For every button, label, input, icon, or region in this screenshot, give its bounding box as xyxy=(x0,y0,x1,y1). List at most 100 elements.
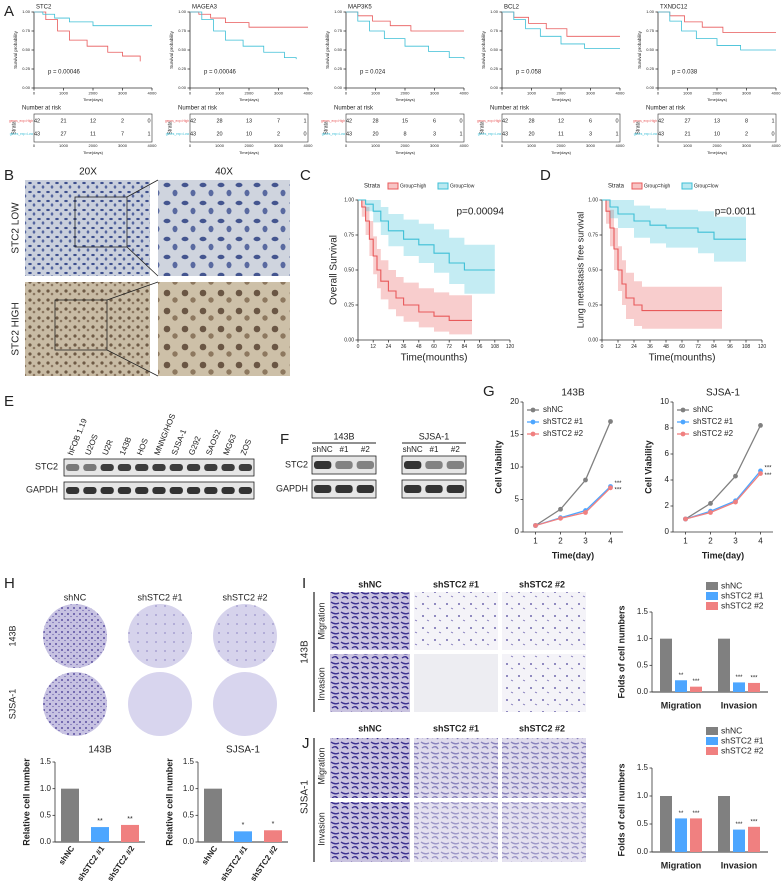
survival-curve xyxy=(658,11,776,51)
y-tick-label: 0.75 xyxy=(344,232,354,238)
risk-number: 2 xyxy=(121,118,124,124)
risk-table xyxy=(501,113,621,143)
x-tick-label: 36 xyxy=(401,344,407,350)
strata-row-label: genes_exp=High xyxy=(633,119,657,123)
panel-letter: H xyxy=(4,575,15,592)
risk-table xyxy=(657,113,777,143)
bar xyxy=(660,796,672,852)
x-tick-label: 3000 xyxy=(274,143,284,148)
legend-marker xyxy=(680,407,686,413)
p-value: p = 0.024 xyxy=(360,70,386,76)
x-tick-label: 1000 xyxy=(371,91,381,96)
x-axis-label: Time(days) xyxy=(395,97,416,102)
y-axis-label: Folds of cell numbers xyxy=(616,763,626,856)
risk-number: 20 xyxy=(216,131,222,137)
lane-label: SJSA-1 xyxy=(170,428,189,457)
legend-swatch xyxy=(437,182,449,190)
legend-label: Group=high xyxy=(644,183,670,189)
y-tick-label: 1.00 xyxy=(490,9,499,14)
x-tick-label: 36 xyxy=(647,344,653,350)
point xyxy=(683,516,688,522)
x-axis-label: Time(days) xyxy=(707,150,728,155)
bar xyxy=(675,818,687,852)
risk-number: 43 xyxy=(34,131,40,137)
risk-number: 8 xyxy=(745,118,748,124)
y-tick-label: 0.50 xyxy=(22,47,31,52)
x-tick-label: 0 xyxy=(33,91,36,96)
row-label: Invasion xyxy=(316,812,326,846)
band xyxy=(335,485,353,493)
x-axis-label: Time(days) xyxy=(239,97,260,102)
x-tick-label: 2000 xyxy=(401,91,411,96)
p-value: p = 0.038 xyxy=(672,70,698,76)
y-axis-label: Survival probability xyxy=(13,30,18,69)
y-tick-label: 2 xyxy=(665,501,670,510)
risk-number: 27 xyxy=(684,118,690,124)
point xyxy=(608,485,613,491)
risk-number: 13 xyxy=(246,118,252,124)
colony-plates xyxy=(43,604,277,736)
x-tick-label: 1 xyxy=(533,537,538,546)
bar xyxy=(204,788,222,842)
y-tick-label: 0.00 xyxy=(22,85,31,90)
risk-number: 6 xyxy=(433,118,436,124)
survival-curve xyxy=(658,11,776,33)
y-tick-label: 1.0 xyxy=(637,634,649,643)
band xyxy=(100,464,114,471)
x-tick-label: 4 xyxy=(608,537,613,546)
x-tick-label: 84 xyxy=(462,344,468,350)
x-tick-label: 1000 xyxy=(527,143,537,148)
band xyxy=(335,461,353,469)
y-tick-label: 1.00 xyxy=(588,197,598,203)
survival-curve xyxy=(602,199,746,240)
point xyxy=(533,523,538,528)
zoom-box xyxy=(54,179,159,377)
legend-label: shSTC2 #1 xyxy=(693,417,734,426)
point xyxy=(708,501,713,506)
y-tick-label: 0.00 xyxy=(490,85,499,90)
bar xyxy=(733,829,745,852)
band xyxy=(404,485,422,493)
x-tick-label: 4000 xyxy=(148,143,158,148)
risk-number: 43 xyxy=(658,131,664,137)
y-tick-label: 0.75 xyxy=(178,28,187,33)
y-tick-label: 1.5 xyxy=(40,757,52,766)
row-label: Migration xyxy=(316,747,326,784)
y-tick-label: 0.50 xyxy=(646,47,655,52)
survival-curve xyxy=(358,199,472,321)
x-tick-label: 3000 xyxy=(586,91,596,96)
point xyxy=(583,477,588,483)
row-label: STC2 LOW xyxy=(11,202,22,254)
panel-letter: B xyxy=(4,167,14,184)
x-tick-label: 1000 xyxy=(215,91,225,96)
x-tick-label: 4000 xyxy=(772,143,782,148)
x-tick-label: 3 xyxy=(733,537,738,546)
legend-marker xyxy=(530,419,536,425)
lane-label: shNC xyxy=(403,445,423,454)
strata-row-label: genes_exp=High xyxy=(9,119,33,123)
strata-label: Strata xyxy=(323,121,329,135)
row-label: STC2 HIGH xyxy=(11,302,22,355)
x-axis-label: Time(days) xyxy=(83,97,104,102)
y-tick-label: 8 xyxy=(665,423,670,432)
x-tick-label: shSTC2 #2 xyxy=(249,844,280,883)
legend-swatch xyxy=(706,602,718,610)
x-tick-label: 0 xyxy=(657,143,660,148)
legend-swatch xyxy=(631,182,643,190)
y-tick-label: 1.00 xyxy=(334,9,343,14)
x-tick-label: Invasion xyxy=(721,700,758,710)
x-tick-label: 48 xyxy=(663,344,669,350)
x-axis-label: Time(mounths) xyxy=(649,353,716,364)
strata-label: Strata xyxy=(167,121,173,135)
lane-label: #1 xyxy=(340,445,349,454)
bar xyxy=(748,682,760,692)
y-tick-label: 0.00 xyxy=(344,337,354,343)
legend-label: shSTC2 #2 xyxy=(721,745,764,755)
significance: *** xyxy=(735,822,743,828)
x-tick-label: 1000 xyxy=(371,143,381,148)
survival-curve xyxy=(502,11,620,37)
column-label: shSTC2 #1 xyxy=(433,579,479,589)
y-tick-label: 0.75 xyxy=(646,28,655,33)
line xyxy=(685,425,762,520)
risk-number: 2 xyxy=(277,131,280,137)
